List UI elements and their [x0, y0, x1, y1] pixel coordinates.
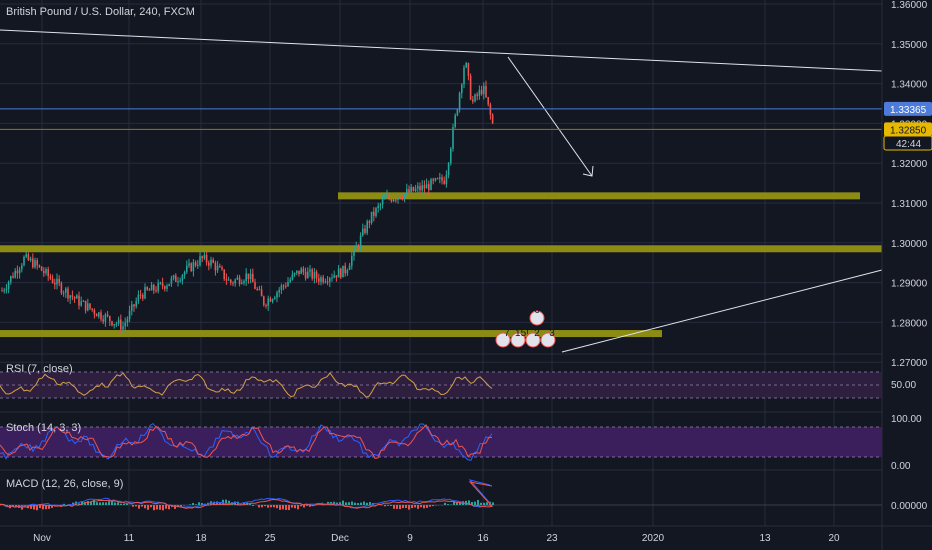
close-price-tag: 1.32850	[884, 122, 932, 137]
price-tick-label: 1.27000	[891, 358, 928, 369]
support-zone[interactable]	[0, 330, 662, 338]
time-tick-label: 9	[407, 533, 413, 544]
support-zone[interactable]	[0, 245, 882, 253]
drawings[interactable]	[0, 29, 883, 353]
rsi-axis-50: 50.00	[891, 380, 916, 391]
time-tick-label: 2020	[642, 533, 665, 544]
arrow-projection[interactable]	[507, 56, 594, 177]
time-tick-label: Nov	[33, 533, 51, 544]
support-zone[interactable]	[338, 192, 860, 200]
stoch-axis-100: 100.00	[891, 414, 922, 425]
time-tick-label: 25	[264, 533, 276, 544]
svg-text:42:44: 42:44	[896, 139, 921, 150]
time-tick-label: 20	[828, 533, 840, 544]
support-zones[interactable]	[0, 192, 882, 338]
macd-signal-line	[0, 481, 493, 509]
stoch-label: Stoch (14, 3, 3)	[6, 422, 81, 434]
stoch-pane[interactable]: Stoch (14, 3, 3)	[0, 422, 882, 461]
time-tick-label: 13	[759, 533, 771, 544]
price-tick-label: 1.28000	[891, 318, 928, 329]
price-tick-label: 1.29000	[891, 279, 928, 290]
time-tick-label: 18	[195, 533, 207, 544]
svg-text:15!: 15!	[515, 328, 529, 339]
time-tick-label: 23	[546, 533, 558, 544]
svg-text:1.33365: 1.33365	[890, 105, 927, 116]
rsi-pane[interactable]: RSI (7, close)	[0, 363, 882, 399]
event-badges[interactable]: 6 7 15! 2 3	[495, 305, 556, 348]
event-badge[interactable]: 2	[525, 328, 541, 348]
countdown-tag: 42:44	[883, 135, 932, 151]
stoch-d-line	[0, 424, 493, 459]
macd-pane[interactable]: MACD (12, 26, close, 9)	[0, 478, 882, 511]
svg-text:1.32850: 1.32850	[890, 125, 927, 136]
trendline-upper[interactable]	[0, 29, 883, 72]
rsi-line	[0, 372, 493, 398]
svg-text:6: 6	[534, 305, 540, 316]
candlestick-series	[1, 61, 494, 334]
stoch-axis-0: 0.00	[891, 461, 911, 472]
price-tick-label: 1.36000	[891, 0, 928, 11]
current-price-tag: 1.33365	[884, 101, 932, 116]
chart-title: British Pound / U.S. Dollar, 240, FXCM	[6, 6, 195, 18]
macd-line	[0, 479, 494, 509]
price-tick-label: 1.31000	[891, 199, 928, 210]
event-badge-top[interactable]: 6	[529, 305, 545, 326]
event-badge[interactable]: 7	[495, 328, 511, 348]
price-tick-label: 1.35000	[891, 40, 928, 51]
time-tick-label: 11	[124, 533, 135, 544]
macd-axis-0: 0.00000	[891, 501, 928, 512]
price-tick-label: 1.32000	[891, 159, 928, 170]
price-tick-label: 1.30000	[891, 239, 928, 250]
macd-label: MACD (12, 26, close, 9)	[6, 478, 123, 490]
time-axis[interactable]: Nov 11 18 25 Dec 9 16 23 2020 13 20	[33, 533, 840, 544]
event-badge[interactable]: 15!	[510, 328, 529, 348]
stoch-k-line	[0, 422, 493, 461]
time-tick-label: Dec	[331, 533, 349, 544]
trendline-lower[interactable]	[561, 269, 883, 353]
svg-text:2: 2	[534, 328, 540, 339]
price-tick-label: 1.34000	[891, 80, 928, 91]
event-badge[interactable]: 3	[540, 328, 556, 348]
time-tick-label: 16	[477, 533, 489, 544]
rsi-label: RSI (7, close)	[6, 363, 73, 375]
svg-text:3: 3	[549, 328, 555, 339]
svg-text:7: 7	[504, 328, 510, 339]
